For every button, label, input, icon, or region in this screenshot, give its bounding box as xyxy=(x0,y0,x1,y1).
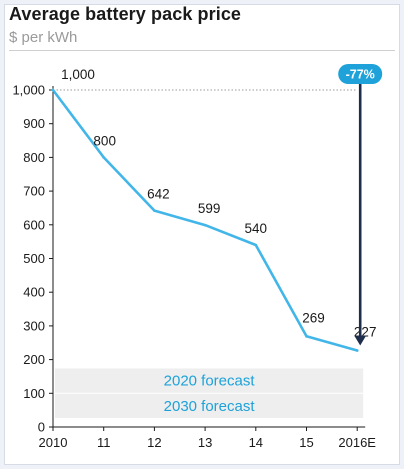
price-series xyxy=(51,88,359,352)
data-label: 1,000 xyxy=(61,67,95,82)
data-point xyxy=(254,243,258,247)
callout-badge xyxy=(338,64,383,84)
y-tick-label: 0 xyxy=(38,420,45,435)
data-label: 599 xyxy=(198,201,221,216)
y-tick-label: 100 xyxy=(23,386,45,401)
x-tick-label: 12 xyxy=(147,435,161,450)
title-divider xyxy=(9,50,395,51)
data-label: 642 xyxy=(147,187,170,202)
y-tick-label: 900 xyxy=(23,116,45,131)
data-point xyxy=(305,335,308,338)
change-callout: -77% xyxy=(338,64,383,346)
forecast-bands: 2020 forecast 2030 forecast xyxy=(55,368,364,419)
data-label: 800 xyxy=(93,133,116,148)
axes: 0 100 200 300 400 500 600 700 800 900 1,000 2010 11 1… xyxy=(12,83,376,451)
y-tick-label: 400 xyxy=(23,285,45,300)
y-tick-label: 600 xyxy=(23,217,45,232)
x-tick-label: 11 xyxy=(97,435,111,450)
forecast-band-label-1: 2020 forecast xyxy=(164,373,256,390)
data-point xyxy=(203,223,207,227)
data-point xyxy=(153,209,156,212)
data-point xyxy=(102,156,105,159)
forecast-band-2 xyxy=(55,393,364,419)
x-tick-label: 13 xyxy=(198,435,212,450)
callout-arrow-head xyxy=(354,335,367,346)
chart-subtitle: $ per kWh xyxy=(9,29,78,46)
data-point xyxy=(51,88,55,92)
data-label: 540 xyxy=(245,221,268,236)
callout-label: -77% xyxy=(346,68,375,82)
x-tick-label: 14 xyxy=(249,435,263,450)
data-point xyxy=(355,349,359,352)
x-tick-label: 2010 xyxy=(39,435,68,450)
forecast-band-label-2: 2030 forecast xyxy=(164,398,256,415)
y-tick-label: 300 xyxy=(23,318,45,333)
y-tick-label: 1,000 xyxy=(12,83,45,98)
chart-title: Average battery pack price xyxy=(9,4,242,24)
y-tick-label: 800 xyxy=(23,150,45,165)
forecast-band-1 xyxy=(55,368,364,393)
y-tick-label: 500 xyxy=(23,251,45,266)
y-tick-label: 700 xyxy=(23,184,45,199)
x-tick-label: 2016E xyxy=(338,435,376,450)
x-tick-label: 15 xyxy=(299,435,313,450)
y-tick-label: 200 xyxy=(23,352,45,367)
data-label: 269 xyxy=(302,310,325,325)
